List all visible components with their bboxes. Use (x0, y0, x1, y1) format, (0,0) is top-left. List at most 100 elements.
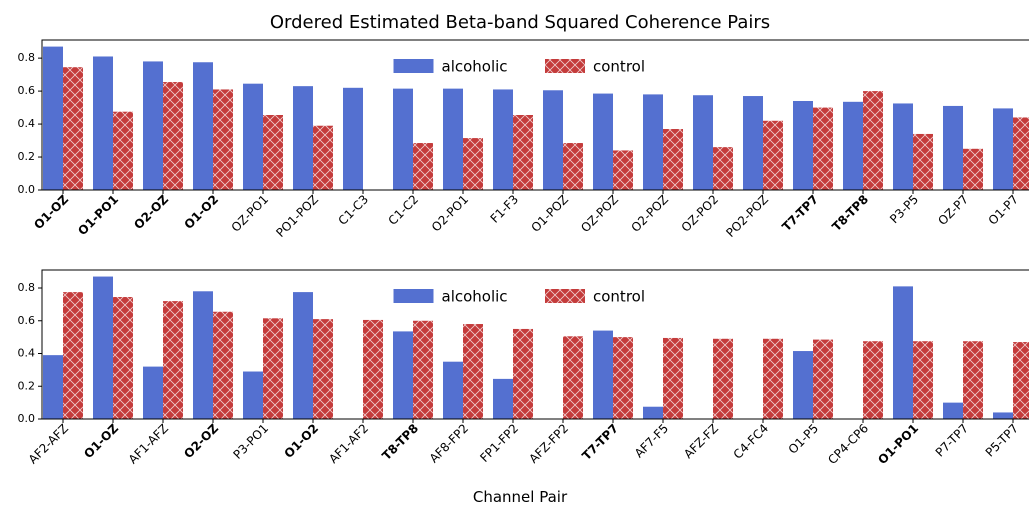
x-tick-label: AF1-AF2 (326, 421, 371, 466)
bar (913, 341, 933, 419)
x-tick-label: CP4-CP6 (825, 421, 871, 467)
legend-swatch (393, 59, 434, 73)
bar (43, 46, 63, 190)
bar (163, 82, 183, 190)
bar (343, 87, 363, 190)
bar (593, 93, 613, 190)
x-tick-label: C4-FC4 (731, 421, 771, 461)
bar (893, 103, 913, 190)
x-tick-label: FP1-FP2 (477, 421, 521, 465)
bar (243, 371, 263, 419)
bar (163, 301, 183, 419)
bar (393, 88, 413, 190)
bar (513, 115, 533, 190)
bar (543, 90, 563, 190)
y-tick-label: 0.2 (18, 150, 36, 163)
x-tick-label: O1-PO1 (875, 421, 921, 467)
x-tick-label: O2-POZ (628, 192, 671, 235)
legend-swatch (545, 289, 585, 303)
bar (143, 61, 163, 190)
bar (263, 318, 283, 419)
bar (793, 351, 813, 419)
bar (143, 366, 163, 419)
bar (413, 143, 433, 190)
x-tick-label: O2-OZ (131, 192, 171, 232)
legend-swatch (393, 289, 434, 303)
y-tick-label: 0.4 (18, 117, 36, 130)
bar (993, 412, 1013, 419)
bar (313, 125, 333, 190)
legend-label: alcoholic (442, 58, 508, 76)
bar (963, 341, 983, 419)
bar (593, 330, 613, 419)
bar (193, 291, 213, 419)
x-tick-label: P3-P5 (887, 192, 921, 226)
x-tick-label: OZ-PO2 (679, 192, 722, 235)
bar (463, 324, 483, 419)
legend-box (387, 52, 676, 80)
x-tick-label: T8-TP8 (829, 192, 871, 234)
bar (443, 361, 463, 419)
bar (63, 292, 83, 419)
axes-frame (41, 39, 1029, 191)
bar (1013, 342, 1029, 419)
bar (463, 138, 483, 190)
bar (563, 336, 583, 419)
x-tick-label: OZ-P7 (935, 192, 971, 228)
bar (563, 143, 583, 190)
x-tick-label: P5-TP7 (983, 421, 1021, 459)
x-axis-label: Channel Pair (473, 488, 568, 506)
chart-title: Ordered Estimated Beta-band Squared Cohe… (270, 12, 770, 33)
bar (493, 378, 513, 419)
bar (243, 83, 263, 190)
bar (843, 101, 863, 190)
x-tick-label: AF1-AFZ (126, 421, 171, 466)
x-tick-label: O1-P5 (786, 421, 822, 457)
x-tick-label: AFZ-FZ (681, 421, 721, 461)
x-tick-label: C1-C3 (336, 192, 372, 228)
bar (443, 88, 463, 190)
x-tick-label: PO2-POZ (723, 192, 771, 240)
x-tick-label: O1-OZ (31, 192, 71, 232)
bar (413, 320, 433, 419)
bar (993, 108, 1013, 190)
bar (763, 338, 783, 419)
bar (813, 339, 833, 419)
bar (493, 89, 513, 190)
bar (393, 331, 413, 419)
bar (93, 56, 113, 190)
x-tick-label: O2-PO1 (429, 192, 471, 234)
x-tick-label: T7-TP7 (779, 192, 821, 234)
legend-label: control (593, 58, 645, 76)
y-tick-label: 0.6 (18, 314, 36, 327)
x-tick-label: T7-TP7 (579, 421, 621, 463)
y-tick-label: 0.0 (18, 412, 36, 425)
x-tick-label: OZ-PO1 (229, 192, 272, 235)
bar (693, 95, 713, 190)
legend-box (387, 282, 676, 310)
legend-swatch (545, 59, 585, 73)
bar (313, 319, 333, 419)
bar (943, 105, 963, 190)
bar (213, 311, 233, 419)
bar (663, 337, 683, 419)
y-tick-label: 0.0 (18, 183, 36, 196)
bar (963, 148, 983, 190)
x-tick-label: AF2-AFZ (26, 421, 71, 466)
x-tick-label: T8-TP8 (379, 421, 421, 463)
bar (793, 100, 813, 190)
y-tick-label: 0.2 (18, 379, 36, 392)
x-tick-label: P3-PO1 (230, 421, 271, 462)
legend-label: control (593, 288, 645, 306)
y-tick-label: 0.6 (18, 84, 36, 97)
bar (893, 286, 913, 419)
bar (43, 355, 63, 419)
x-tick-label: AFZ-FP2 (526, 421, 571, 466)
bar (193, 62, 213, 190)
bar (643, 406, 663, 419)
bar (743, 96, 763, 190)
x-tick-label: OZ-POZ (578, 192, 621, 235)
x-tick-label: O1-POZ (528, 192, 571, 235)
bar (713, 338, 733, 419)
bar (763, 120, 783, 190)
